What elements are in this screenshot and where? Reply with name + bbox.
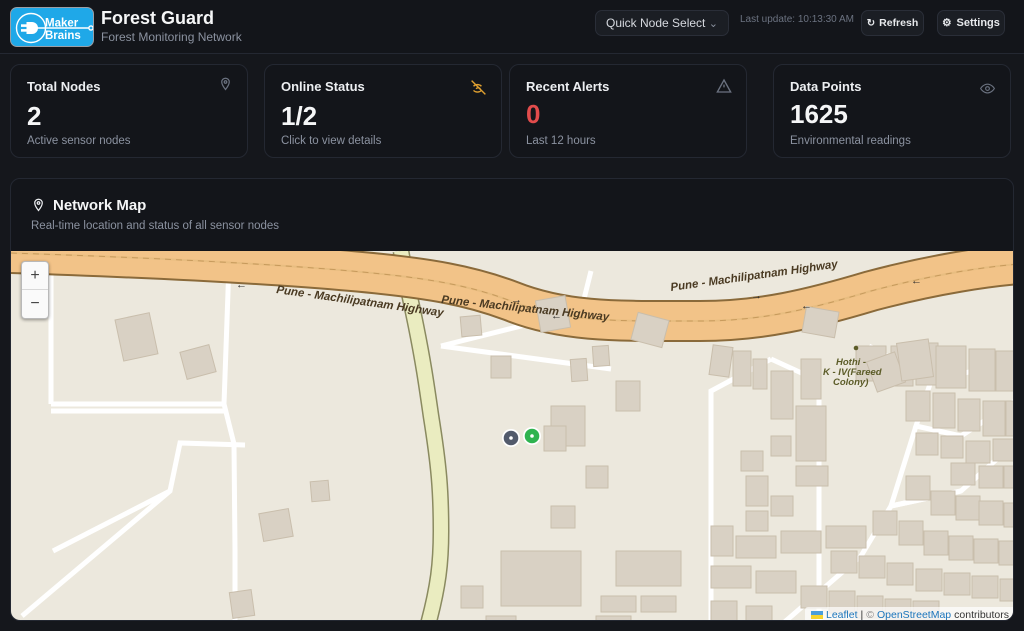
svg-text:←: ← <box>911 275 922 287</box>
svg-text:→: → <box>751 290 762 302</box>
svg-text:Colony): Colony) <box>833 377 868 388</box>
svg-text:→: → <box>511 294 522 306</box>
svg-text:←: ← <box>551 310 562 322</box>
svg-text:←: ← <box>236 279 247 291</box>
svg-text:←: ← <box>801 300 812 312</box>
svg-text:Maker: Maker <box>45 18 79 30</box>
svg-text:Brains: Brains <box>45 30 81 42</box>
